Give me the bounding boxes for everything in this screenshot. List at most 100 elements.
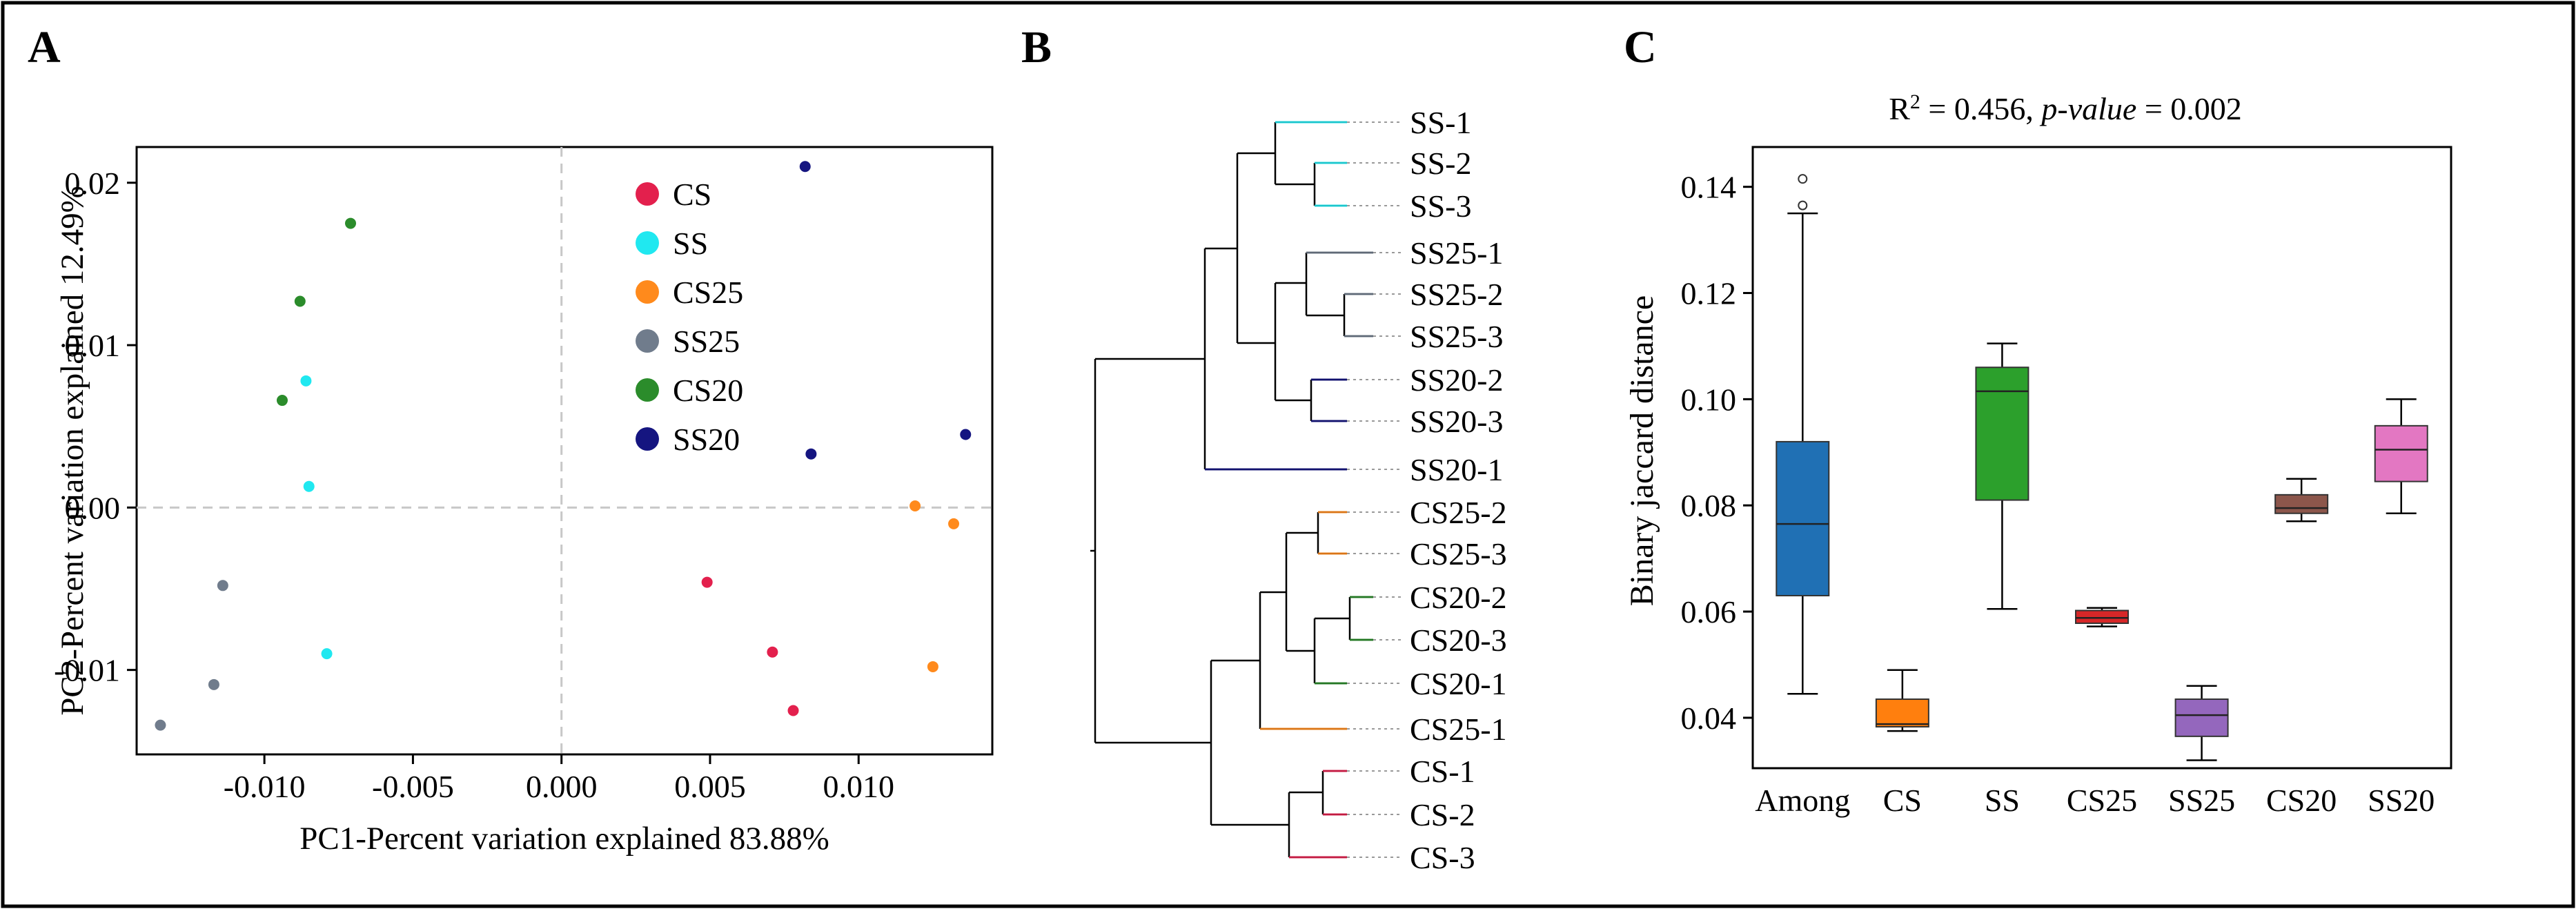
pca-point-cs20 xyxy=(294,295,306,307)
box-cs xyxy=(1875,698,1929,727)
dendro-leaf-label: CS20-3 xyxy=(1410,623,1507,658)
boxplot-title-pvalue-label: p-value xyxy=(2039,91,2136,126)
pca-scatter-panel: -0.010 -0.005 0.000 0.005 0.010 -0.01 0.00 0.0… xyxy=(54,146,994,857)
pca-y-tick-label: 0.01 xyxy=(65,328,121,363)
boxplot-plot-area xyxy=(1751,146,2452,770)
box-outlier-point xyxy=(1798,174,1808,184)
pca-point-ss25 xyxy=(155,719,166,731)
pca-x-tick-label: 0.000 xyxy=(526,769,598,804)
legend-label-ss25: SS25 xyxy=(673,324,740,359)
pca-point-ss xyxy=(321,648,333,660)
boxplot-title: R2 = 0.456, p-value = 0.002 xyxy=(1889,90,2242,126)
panel-label-c: C xyxy=(1624,22,1657,72)
pca-point-cs20 xyxy=(345,217,356,229)
pca-point-cs25 xyxy=(910,500,921,511)
pca-point-cs25 xyxy=(927,661,938,672)
legend-marker-cs20 xyxy=(636,378,659,402)
dendro-branch xyxy=(1274,282,1311,402)
pca-point-ss20 xyxy=(960,429,972,440)
boxplot-y-tick-label: 0.04 xyxy=(1681,701,1737,736)
pca-zero-lines xyxy=(137,147,992,754)
boxplot-y-tick-label: 0.06 xyxy=(1681,594,1737,629)
pca-x-tick-label: -0.005 xyxy=(372,769,454,804)
boxplot-x-tick-label: Among xyxy=(1755,783,1850,818)
box-outlier-point xyxy=(1798,200,1808,211)
panel-label-b: B xyxy=(1021,22,1052,72)
pca-point-cs xyxy=(787,705,799,716)
boxplot-x-tick-label: SS25 xyxy=(2168,783,2235,818)
dendro-leaf-label: SS20-3 xyxy=(1410,404,1503,439)
dendro-leaf-label: CS25-2 xyxy=(1410,495,1507,530)
boxplot-x-tick-label: CS25 xyxy=(2067,783,2137,818)
dendro-leaf-label: SS25-1 xyxy=(1410,235,1503,271)
pca-y-tick-label: 0.00 xyxy=(65,490,121,525)
dendro-leaf-label: SS20-2 xyxy=(1410,362,1503,398)
box-ss25 xyxy=(2174,698,2229,737)
pca-point-ss20 xyxy=(805,448,817,460)
dendro-leaf-label: CS20-2 xyxy=(1410,580,1507,615)
dendro-leaf-label: CS25-3 xyxy=(1410,536,1507,571)
box-ss20 xyxy=(2374,424,2428,482)
dendrogram-leaves: SS-1 SS-2 SS-3 SS25-1 SS25-2 SS25-3 SS20-2 SS20… xyxy=(1205,105,1507,875)
pca-legend: CS SS CS25 SS25 CS20 SS20 xyxy=(636,177,743,457)
legend-label-cs20: CS20 xyxy=(673,373,743,408)
boxplot-x-tick-label: CS xyxy=(1883,783,1922,818)
pca-y-tick-label: 0.02 xyxy=(65,166,121,201)
pca-point-cs xyxy=(701,576,713,588)
boxplot-title-r-value: = 0.456, xyxy=(1920,91,2041,126)
dendro-leaf-label: CS-2 xyxy=(1410,797,1475,832)
boxplot-panel: R2 = 0.456, p-value = 0.002 0.04 0.06 0.08… xyxy=(1624,90,2452,818)
dendro-leaf-label: SS20-1 xyxy=(1410,452,1503,487)
dendro-leaf-label: SS-2 xyxy=(1410,146,1471,181)
pca-point-cs xyxy=(767,646,778,658)
panel-label-a: A xyxy=(28,22,61,72)
boxplot-y-tick-label: 0.12 xyxy=(1681,276,1737,311)
boxplot-x-tick-labels: Among CS SS CS25 SS25 CS20 SS20 xyxy=(1755,783,2435,818)
dendro-leaf-label: SS-3 xyxy=(1410,188,1471,224)
legend-marker-ss20 xyxy=(636,427,659,451)
dendro-leaf-label: CS25-1 xyxy=(1410,712,1507,747)
dendro-leaf-label: SS25-3 xyxy=(1410,319,1503,354)
dendro-leaf-label: SS25-2 xyxy=(1410,277,1503,312)
pca-y-tick-label: -0.01 xyxy=(54,653,120,688)
boxplot-x-tick-label: SS xyxy=(1985,783,2020,818)
pca-x-tick-label: 0.005 xyxy=(674,769,746,804)
box-cs25 xyxy=(2075,609,2129,624)
dendro-leaf-label: CS-3 xyxy=(1410,840,1475,875)
pca-points xyxy=(155,161,972,731)
pca-x-ticks: -0.010 -0.005 0.000 0.005 0.010 xyxy=(224,754,894,804)
boxplot-y-tick-label: 0.14 xyxy=(1681,170,1737,205)
pca-point-ss20 xyxy=(799,161,811,173)
pca-point-ss25 xyxy=(208,678,219,690)
dendro-leaf-label: CS20-1 xyxy=(1410,666,1507,701)
pca-x-axis-label: PC1-Percent variation explained 83.88% xyxy=(299,821,829,857)
legend-label-ss20: SS20 xyxy=(673,422,740,457)
boxplot-boxes xyxy=(1776,174,2428,761)
boxplot-title-superscript: 2 xyxy=(1910,90,1920,113)
legend-label-cs: CS xyxy=(673,177,711,212)
pca-y-axis-label: PC2-Percent variation explained 12.49% xyxy=(55,186,90,715)
legend-marker-cs25 xyxy=(636,280,659,304)
pca-point-cs25 xyxy=(948,518,960,529)
box-ss xyxy=(1975,366,2029,501)
pca-y-ticks: -0.01 0.00 0.01 0.02 xyxy=(54,166,137,688)
boxplot-y-axis-label: Binary jaccard distance xyxy=(1624,295,1660,606)
dendro-leaf-label: CS-1 xyxy=(1410,754,1475,789)
pca-point-ss xyxy=(303,480,315,492)
legend-label-ss: SS xyxy=(673,226,708,261)
dendro-leaf-label: SS-1 xyxy=(1410,105,1471,140)
box-among xyxy=(1776,440,1830,597)
pca-x-tick-label: 0.010 xyxy=(823,769,895,804)
legend-marker-ss25 xyxy=(636,329,659,353)
dendrogram-panel: SS-1 SS-2 SS-3 SS25-1 SS25-2 SS25-3 SS20-2 SS20… xyxy=(1090,105,1507,875)
pca-plot-area xyxy=(135,146,994,756)
box-cs20 xyxy=(2274,493,2329,514)
boxplot-x-tick-label: CS20 xyxy=(2266,783,2337,818)
pca-point-ss xyxy=(300,375,312,387)
pca-point-ss25 xyxy=(217,580,228,592)
boxplot-title-r: R xyxy=(1889,91,1910,126)
legend-marker-cs xyxy=(636,182,659,206)
boxplot-y-tick-label: 0.08 xyxy=(1681,488,1737,523)
